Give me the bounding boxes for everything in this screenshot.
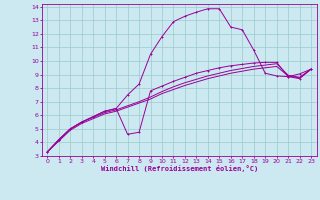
X-axis label: Windchill (Refroidissement éolien,°C): Windchill (Refroidissement éolien,°C) (100, 165, 258, 172)
